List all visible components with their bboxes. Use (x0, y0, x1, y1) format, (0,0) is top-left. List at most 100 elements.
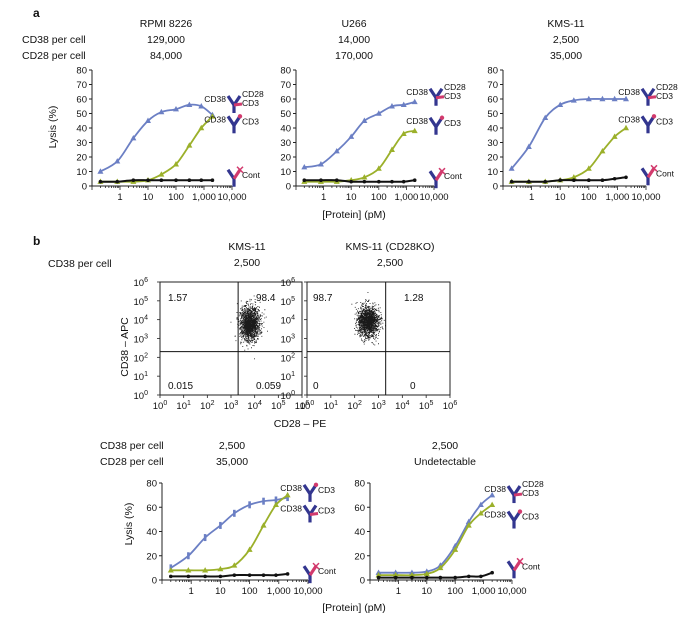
y-tick-label: 10 (76, 167, 87, 178)
annotation-label: Cont (444, 171, 463, 181)
y-tick-label: 30 (280, 138, 291, 149)
y-tick-label: 80 (487, 66, 498, 77)
antibody-tip (651, 114, 657, 119)
annotation-label: CD3 (522, 512, 539, 522)
y-tick-label: 80 (146, 479, 157, 490)
panel-a-ylabel: Lysis (%) (47, 106, 59, 149)
data-point (218, 574, 223, 579)
data-point (479, 574, 483, 579)
x-tick-exponent: 1 (334, 400, 338, 407)
data-point (286, 494, 289, 502)
lysis-chart-4: 0 20 40 60 80 1 10 100 1,000 10,000 CD38 CD3 CD38 CD3… (146, 479, 336, 598)
y-tick-label: 70 (487, 80, 498, 91)
x-tick-label: 101 (176, 400, 191, 412)
antibody-arm-left (506, 560, 516, 572)
flow-2-q-lr: 0 (410, 381, 416, 392)
data-point (388, 103, 395, 109)
annotation-label: CD28 (444, 82, 466, 92)
data-point (508, 165, 515, 171)
data-point (489, 491, 496, 498)
data-point (623, 124, 630, 131)
data-point (348, 133, 355, 139)
antibody-arm-left (302, 565, 312, 577)
x-tick-label: 10 (215, 586, 226, 597)
flow-2-cd38: 2,500 (377, 257, 403, 269)
antibody-arm-left (506, 485, 516, 496)
antibody-icon (226, 95, 243, 113)
x-tick-exponent: 2 (211, 400, 215, 407)
x-tick-label: 1 (189, 586, 194, 597)
y-tick-label: 50 (487, 109, 498, 120)
x-tick-exponent: 6 (305, 400, 309, 407)
lysis-b1-cd28: 35,000 (216, 456, 248, 468)
panel-b-flow-row-label: CD38 per cell (48, 258, 112, 270)
data-point (131, 178, 136, 182)
data-point (362, 179, 367, 184)
data-point (187, 552, 190, 560)
annotation-label: Cont (318, 566, 337, 576)
flow-2-q-ul: 98.7 (313, 293, 333, 304)
y-tick-label: 0 (360, 576, 365, 587)
y-tick-label: 40 (280, 124, 291, 135)
y-tick-label: 101 (134, 371, 149, 383)
x-tick-label: 106 (443, 400, 458, 412)
flow-1-q-lr: 0.059 (256, 381, 281, 392)
annotation-label: CD3 (444, 118, 461, 128)
antibody-tip (313, 482, 319, 488)
data-point (587, 178, 591, 182)
chart-a1-cd28: 84,000 (150, 50, 182, 62)
y-tick-exponent: 6 (291, 277, 295, 284)
y-tick-label: 0 (152, 576, 157, 587)
y-tick-exponent: 5 (144, 296, 148, 303)
data-point (233, 509, 236, 517)
y-tick-label: 40 (354, 527, 365, 538)
data-point (262, 497, 265, 505)
x-tick-label: 102 (347, 400, 362, 412)
data-point (437, 564, 444, 571)
y-tick-exponent: 3 (144, 334, 148, 341)
data-point (203, 534, 207, 542)
data-point (400, 130, 407, 136)
x-tick-label: 10,000 (293, 586, 322, 597)
y-tick-label: 80 (280, 66, 291, 77)
data-point (423, 570, 430, 577)
flow-plot-2: 1001001011011021021031031041041051051061… (281, 277, 458, 412)
antibody-arm-extra (513, 492, 523, 497)
y-tick-label: 30 (76, 138, 87, 149)
antibody-arm-left (506, 510, 516, 522)
antibody-arm-extra (435, 95, 445, 100)
y-tick-label: 60 (487, 95, 498, 106)
data-point (558, 178, 562, 182)
data-point (388, 146, 395, 152)
y-tick-exponent: 2 (144, 352, 148, 359)
data-point (285, 572, 290, 576)
data-point (600, 178, 605, 182)
data-point (186, 101, 193, 107)
x-tick-label: 10 (346, 192, 357, 203)
data-point (377, 179, 381, 184)
antibody-icon (506, 485, 523, 504)
data-point (585, 165, 592, 171)
x-tick-label: 103 (371, 400, 386, 412)
flow-1-q-ur: 98.4 (256, 293, 276, 304)
data-point (390, 179, 394, 184)
antibody-cross (438, 167, 446, 175)
antibody-icon (226, 114, 243, 134)
data-point (317, 161, 324, 167)
x-tick-label: 10 (422, 586, 433, 597)
y-tick-label: 20 (76, 153, 87, 164)
x-tick-label: 10 (143, 192, 154, 203)
lysis-b2-cd28: Undetectable (414, 456, 476, 468)
x-tick-exponent: 6 (453, 400, 457, 407)
antibody-tip (439, 115, 445, 120)
panel-b-label: b (33, 234, 40, 248)
antibody-tip (517, 509, 523, 514)
x-tick-exponent: 3 (234, 400, 238, 407)
y-tick-label: 20 (487, 153, 498, 164)
data-point (158, 108, 165, 115)
annotation-label: CD38 (204, 94, 226, 104)
y-tick-label: 100 (134, 390, 149, 402)
chart-a2-title: U266 (341, 18, 366, 30)
x-tick-exponent: 0 (163, 400, 167, 407)
chart-a3-cd28: 35,000 (550, 50, 582, 62)
